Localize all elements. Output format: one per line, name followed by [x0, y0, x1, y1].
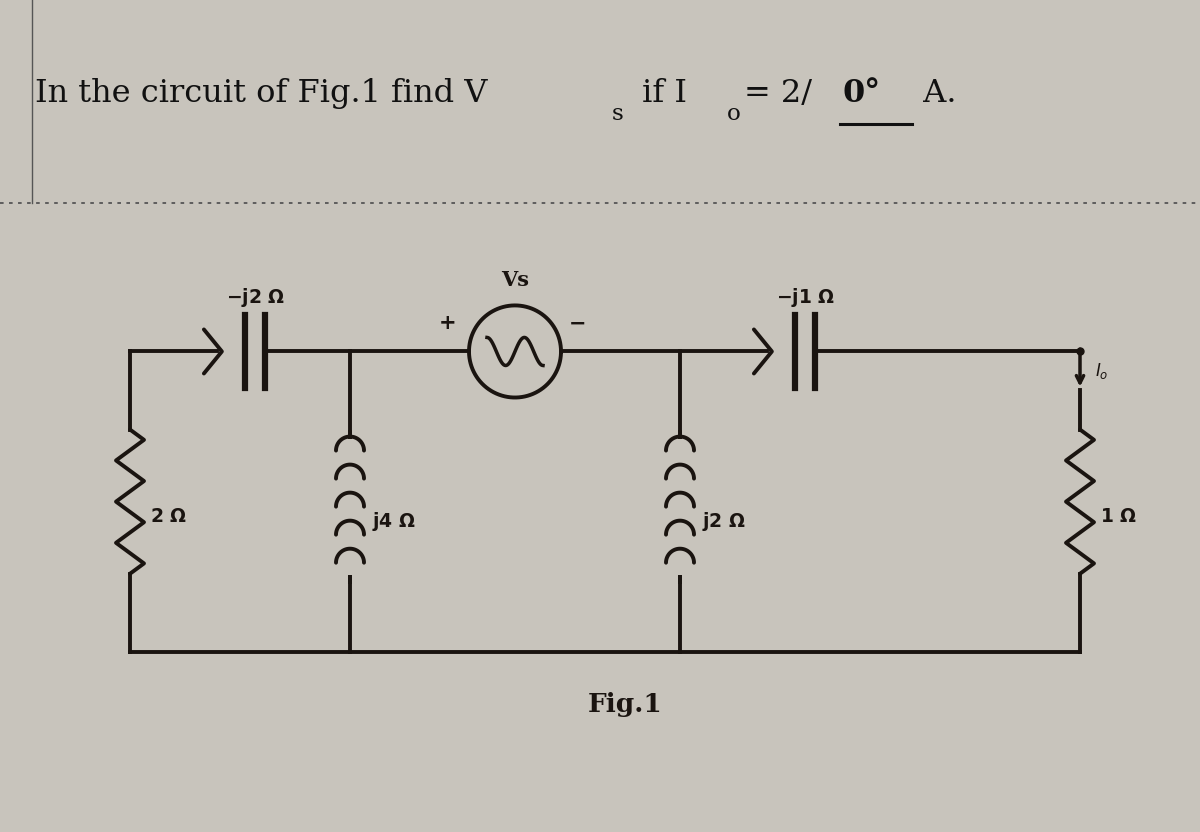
Text: Fig.1: Fig.1 [588, 692, 662, 717]
Text: 0°: 0° [842, 78, 881, 109]
Text: = 2/: = 2/ [744, 78, 812, 109]
Text: $\mathbf{-j2\ \Omega}$: $\mathbf{-j2\ \Omega}$ [226, 286, 284, 310]
Text: $\mathbf{2\ \Omega}$: $\mathbf{2\ \Omega}$ [150, 508, 186, 526]
Text: $I_o$: $I_o$ [1096, 361, 1109, 382]
Text: In the circuit of Fig.1 find V: In the circuit of Fig.1 find V [35, 78, 487, 109]
Text: s: s [612, 103, 624, 125]
Text: $\mathbf{j2\ \Omega}$: $\mathbf{j2\ \Omega}$ [702, 510, 745, 533]
Text: +: + [438, 314, 456, 334]
Text: −: − [569, 314, 587, 334]
Text: $\mathbf{-j1\ \Omega}$: $\mathbf{-j1\ \Omega}$ [775, 286, 834, 310]
Text: $\mathbf{j4\ \Omega}$: $\mathbf{j4\ \Omega}$ [372, 510, 415, 533]
Text: $\mathbf{1\ \Omega}$: $\mathbf{1\ \Omega}$ [1100, 508, 1136, 526]
Text: if I: if I [632, 78, 686, 109]
Text: o: o [727, 103, 740, 125]
Text: A.: A. [913, 78, 956, 109]
Text: Vs: Vs [502, 270, 529, 290]
